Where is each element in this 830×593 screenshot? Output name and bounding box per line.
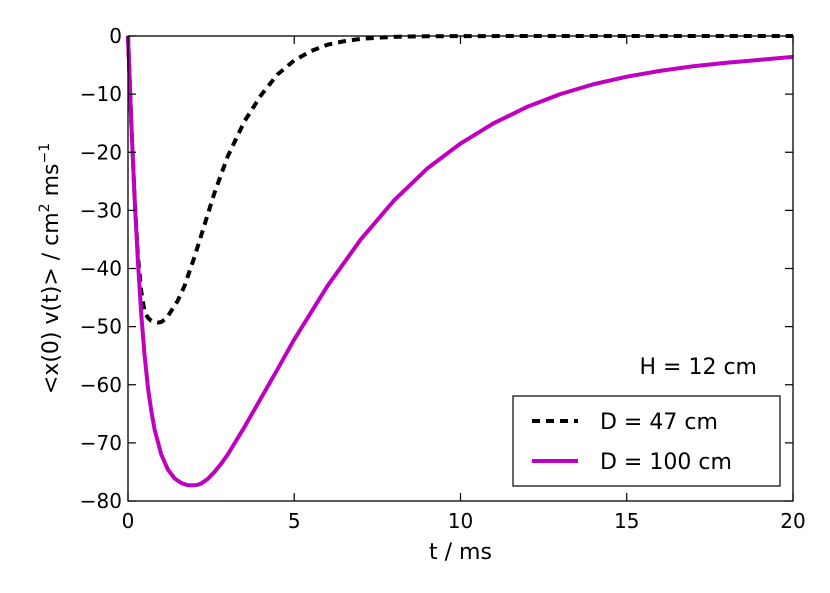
y-tick-label: −60 <box>80 373 122 397</box>
y-axis-label: <x(0) v(t)> / cm2 ms−1 <box>37 143 64 394</box>
y-tick-label: −10 <box>80 82 122 106</box>
y-tick-label: −70 <box>80 431 122 455</box>
plot-frame <box>127 35 794 502</box>
x-tick-label: 5 <box>288 509 301 533</box>
x-tick-label: 15 <box>614 509 639 533</box>
legend-label-d100: D = 100 cm <box>600 450 732 475</box>
x-axis-label: t / ms <box>429 540 492 565</box>
x-tick-label: 10 <box>448 509 473 533</box>
y-tick-label: 0 <box>109 24 122 48</box>
y-tick-label: −50 <box>80 315 122 339</box>
series-line-d-47-cm <box>126 34 793 325</box>
series-layer <box>126 34 794 488</box>
legend: D = 47 cm D = 100 cm <box>512 395 781 487</box>
series-line-d-100-cm <box>126 35 794 488</box>
y-axis-label-main: <x(0) v(t)> / cm <box>39 212 64 394</box>
legend-label-d47: D = 47 cm <box>600 410 718 435</box>
x-tick-label: 20 <box>780 509 805 533</box>
y-tick-label: −30 <box>80 198 122 222</box>
y-axis-label-sup2: −1 <box>37 143 53 164</box>
annotation-text: H = 12 cm <box>640 355 757 380</box>
legend-box <box>512 395 781 487</box>
y-axis-label-sup1: 2 <box>37 203 53 212</box>
y-tick-label: −80 <box>80 489 122 513</box>
x-tick-label: 0 <box>122 509 135 533</box>
y-tick-label: −20 <box>80 140 122 164</box>
y-axis-label-mid: ms <box>39 164 64 204</box>
y-tick-label: −40 <box>80 257 122 281</box>
